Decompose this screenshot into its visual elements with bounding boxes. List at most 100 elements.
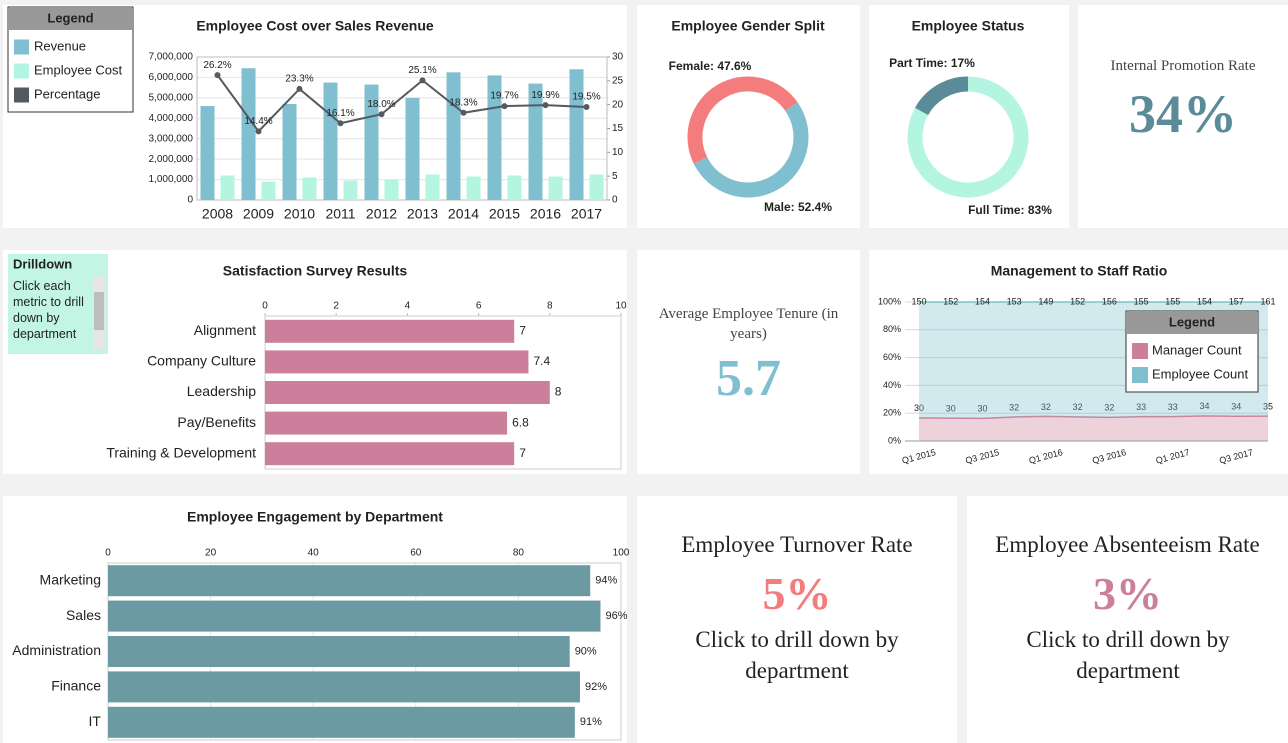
bar[interactable] (548, 176, 563, 200)
bar[interactable] (425, 174, 440, 200)
kpi-value[interactable]: 34% (1129, 84, 1237, 144)
data-label: 157 (1229, 296, 1244, 306)
bar[interactable] (323, 82, 338, 200)
bar[interactable] (265, 381, 550, 404)
legend-label[interactable]: Employee Cost (34, 62, 123, 77)
line-point[interactable] (460, 109, 467, 116)
data-label: 25.1% (408, 65, 436, 76)
bar[interactable] (108, 636, 570, 667)
bar[interactable] (108, 600, 601, 632)
data-label: 154 (975, 296, 990, 306)
panel[interactable] (1078, 5, 1288, 228)
bar[interactable] (384, 179, 399, 200)
panel[interactable] (637, 250, 860, 474)
bar[interactable] (466, 176, 481, 200)
line-point[interactable] (214, 72, 221, 79)
x-tick-label: 2017 (571, 206, 602, 222)
bar[interactable] (528, 83, 543, 200)
bar[interactable] (108, 671, 580, 703)
bar[interactable] (200, 106, 215, 200)
line-point[interactable] (255, 128, 262, 135)
slice-label: Male: 52.4% (764, 200, 832, 214)
bar[interactable] (108, 565, 591, 597)
legend-swatch[interactable] (14, 63, 29, 79)
y2-tick-label: 15 (612, 123, 624, 134)
kpi-title: Employee Turnover Rate (681, 532, 913, 557)
chart-title: Satisfaction Survey Results (223, 263, 408, 279)
legend-title: Legend (1169, 314, 1215, 329)
kpi-value[interactable]: 3% (1093, 568, 1162, 619)
kpi-text[interactable]: Click to drill down by department (695, 627, 899, 683)
line-point[interactable] (583, 104, 590, 111)
bar[interactable] (364, 84, 379, 200)
bar[interactable] (569, 69, 584, 200)
y-tick-label: 20% (883, 408, 901, 418)
y-tick-label: 4,000,000 (149, 113, 194, 124)
panel[interactable] (967, 496, 1288, 743)
bar[interactable] (241, 68, 256, 200)
donut-slice[interactable] (693, 102, 809, 198)
x-tick-label: 2008 (202, 206, 233, 222)
bar[interactable] (589, 174, 604, 200)
line-point[interactable] (419, 77, 426, 84)
bar[interactable] (265, 350, 529, 374)
bar[interactable] (302, 177, 317, 200)
bar[interactable] (261, 181, 276, 200)
x-tick-label: 2 (333, 301, 339, 312)
area[interactable] (919, 415, 1268, 441)
legend-label[interactable]: Manager Count (1152, 342, 1242, 357)
donut-slice[interactable] (914, 76, 969, 116)
line-point[interactable] (296, 85, 303, 92)
bar[interactable] (507, 175, 522, 200)
bar[interactable] (220, 175, 235, 200)
y-tick-label: 100% (878, 296, 901, 306)
bar[interactable] (282, 103, 297, 200)
bar[interactable] (108, 706, 575, 738)
bar[interactable] (343, 180, 358, 200)
bar[interactable] (405, 97, 420, 200)
legend-header (1127, 312, 1257, 334)
kpi-text[interactable]: Click to drill down by department (1026, 627, 1230, 683)
bar[interactable] (265, 411, 508, 435)
donut-slice[interactable] (907, 76, 1029, 198)
panel[interactable] (637, 496, 957, 743)
data-label: 150 (911, 296, 926, 306)
legend-label[interactable]: Employee Count (1152, 366, 1248, 381)
y-tick-label: 0% (888, 435, 901, 445)
chart-title: Employee Status (912, 18, 1025, 34)
line-point[interactable] (501, 103, 508, 110)
scroll-thumb[interactable] (94, 292, 104, 330)
line (216, 74, 587, 133)
kpi-value[interactable]: 5% (762, 568, 832, 619)
legend-swatch[interactable] (14, 87, 29, 103)
legend-swatch[interactable] (14, 39, 29, 55)
y-tick-label: Administration (12, 642, 101, 658)
kpi-title: Employee Absenteeism Rate (995, 532, 1260, 557)
x-tick-label: 4 (405, 301, 411, 312)
data-label: 155 (1165, 296, 1180, 306)
data-label: 32 (1073, 402, 1083, 412)
legend-swatch[interactable] (1132, 343, 1148, 359)
bar[interactable] (265, 442, 515, 466)
legend-swatch[interactable] (1132, 367, 1148, 383)
y2-tick-label: 0 (612, 195, 618, 206)
legend-label[interactable]: Percentage (34, 86, 101, 101)
x-tick-label: 2010 (284, 206, 315, 222)
donut-slice[interactable] (687, 76, 798, 164)
data-label: 18.0% (367, 99, 395, 110)
y-tick-label: 5,000,000 (149, 92, 194, 103)
kpi-value[interactable]: 5.7 (716, 350, 781, 407)
bar[interactable] (265, 319, 515, 343)
line-point[interactable] (378, 111, 385, 118)
y-tick-label: Leadership (187, 383, 256, 399)
line-point[interactable] (542, 102, 549, 109)
line-point[interactable] (337, 120, 344, 127)
y-tick-label: 6,000,000 (149, 72, 194, 83)
x-tick-label: 100 (613, 548, 630, 559)
data-label: 8 (555, 385, 562, 399)
kpi-value-box: 3% (1093, 568, 1162, 619)
bar[interactable] (446, 72, 461, 200)
legend-label[interactable]: Revenue (34, 38, 86, 53)
data-label: 30 (946, 403, 956, 413)
